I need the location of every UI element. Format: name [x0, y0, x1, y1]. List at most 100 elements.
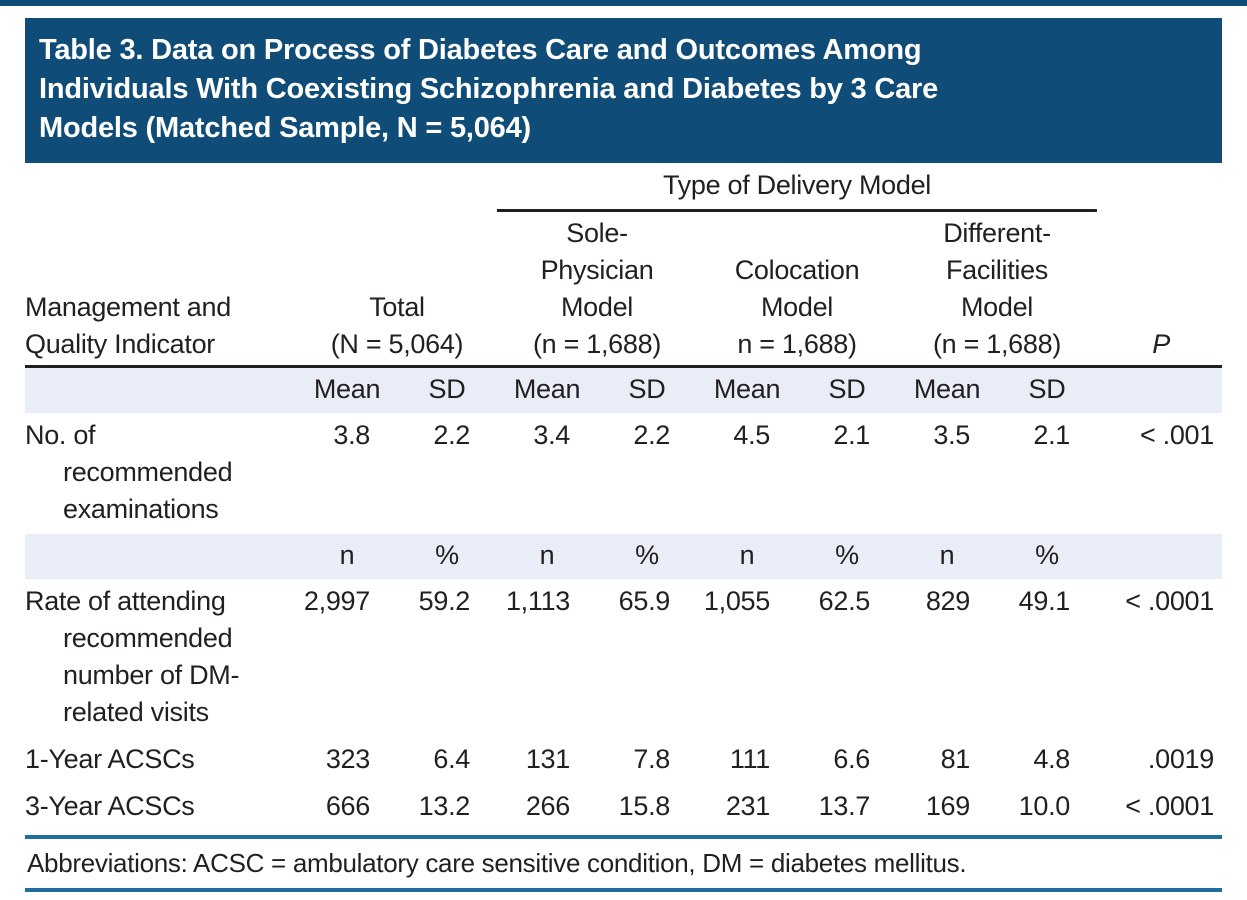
cell-p-value: < .0001: [1125, 791, 1214, 821]
row-label-line: recommended: [63, 457, 233, 487]
cell-value: 13.7: [818, 791, 871, 821]
cell-value: 3.8: [333, 420, 370, 450]
cell-value: 2.1: [833, 420, 870, 450]
footnote-top-rule: [25, 835, 1222, 839]
cell-value: 323: [325, 744, 370, 774]
cell-value: 81: [940, 744, 971, 774]
cell-value: 59.2: [418, 586, 471, 616]
cell-value: 49.1: [1018, 586, 1071, 616]
row-label-line: examinations: [63, 494, 219, 524]
cell-value: 62.5: [818, 586, 871, 616]
column-group-spanner: Type of Delivery Model: [497, 168, 1097, 212]
row-label-line: related visits: [63, 697, 209, 727]
top-accent-bar: [0, 0, 1247, 6]
stat-header: Mean: [913, 374, 981, 404]
header-rule: [25, 365, 1222, 368]
stat-header: SD: [1028, 374, 1066, 404]
header-line: Physician: [540, 255, 654, 285]
stat-header-row-mean-sd: Mean SD Mean SD Mean SD Mean SD: [25, 368, 1222, 413]
stat-header: SD: [628, 374, 666, 404]
cell-value: 169: [925, 791, 970, 821]
stat-header: SD: [828, 374, 866, 404]
cell-value: 2,997: [303, 586, 370, 616]
stat-header: %: [435, 540, 459, 570]
stub-header-line: Quality Indicator: [25, 329, 215, 359]
empty-cell: [25, 537, 297, 574]
cell-value: 3.4: [533, 420, 570, 450]
cell-value: 131: [525, 744, 570, 774]
stat-header: n: [939, 540, 955, 570]
column-header-sole-physician: Sole- Physician Model (n = 1,688): [497, 215, 697, 363]
stat-header: %: [1035, 540, 1059, 570]
column-header-row: Management and Quality Indicator Total (…: [25, 212, 1222, 365]
stat-header-row-n-pct: n % n % n % n %: [25, 534, 1222, 579]
column-header-different-facilities: Different- Facilities Model (n = 1,688): [897, 215, 1097, 363]
footnote-bottom-rule: [25, 888, 1222, 892]
cell-value: 1,113: [505, 586, 570, 616]
cell-value: 10.0: [1018, 791, 1071, 821]
stat-header: n: [539, 540, 555, 570]
stat-header: %: [835, 540, 859, 570]
abbreviations-footnote: Abbreviations: ACSC = ambulatory care se…: [27, 848, 967, 878]
header-line: Total: [369, 292, 425, 322]
stat-header: %: [635, 540, 659, 570]
column-header-p: P: [1152, 329, 1170, 359]
header-line: Sole-: [566, 218, 628, 248]
cell-value: 1,055: [703, 586, 770, 616]
spanner-row: Type of Delivery Model: [25, 168, 1222, 212]
cell-value: 2.2: [433, 420, 470, 450]
column-header-colocation: Colocation Model n = 1,688): [697, 252, 897, 363]
cell-value: 6.6: [833, 744, 870, 774]
table-row: 1-Year ACSCs 323 6.4 131 7.8 111 6.6 81 …: [25, 737, 1222, 784]
row-label-line: No. of: [25, 420, 96, 450]
stat-header: n: [339, 540, 355, 570]
column-header-total: Total (N = 5,064): [297, 289, 497, 363]
row-label-line: number of DM-: [63, 660, 240, 690]
header-line: (N = 5,064): [330, 329, 464, 359]
cell-value: 13.2: [418, 791, 471, 821]
cell-value: 15.8: [618, 791, 671, 821]
row-label-line: recommended: [63, 623, 233, 653]
cell-p-value: < .001: [1139, 420, 1214, 450]
stat-header: Mean: [313, 374, 381, 404]
cell-value: 6.4: [433, 744, 470, 774]
table-row: No. of recommended examinations 3.8 2.2 …: [25, 413, 1222, 534]
table-title: Table 3. Data on Process of Diabetes Car…: [25, 18, 1222, 163]
stat-header: Mean: [713, 374, 781, 404]
data-table: Type of Delivery Model Management and Qu…: [25, 168, 1222, 892]
cell-value: 7.8: [633, 744, 670, 774]
cell-value: 111: [729, 744, 770, 774]
stub-header: Management and Quality Indicator: [25, 289, 297, 363]
header-line: Model: [960, 292, 1034, 322]
header-line: Model: [560, 292, 634, 322]
cell-value: 65.9: [618, 586, 671, 616]
cell-value: 266: [525, 791, 570, 821]
empty-cell: [1097, 537, 1222, 574]
title-line-1: Table 3. Data on Process of Diabetes Car…: [39, 34, 922, 66]
row-label: 1-Year ACSCs: [25, 741, 297, 778]
row-label: No. of recommended examinations: [25, 417, 297, 528]
title-line-3: Models (Matched Sample, N = 5,064): [39, 112, 531, 144]
cell-p-value: < .0001: [1125, 586, 1214, 616]
header-line: n = 1,688): [737, 329, 857, 359]
header-line: Different-: [943, 218, 1051, 248]
header-line: Colocation: [734, 255, 860, 285]
row-label: Rate of attending recommended number of …: [25, 583, 297, 731]
stat-header: SD: [428, 374, 466, 404]
header-line: Facilities: [945, 255, 1049, 285]
stat-header: Mean: [513, 374, 581, 404]
cell-value: 4.5: [733, 420, 770, 450]
row-label-line: Rate of attending: [25, 586, 226, 616]
title-line-2: Individuals With Coexisting Schizophreni…: [39, 73, 939, 105]
empty-cell: [25, 371, 297, 408]
cell-value: 2.1: [1033, 420, 1070, 450]
cell-value: 2.2: [633, 420, 670, 450]
header-line: (n = 1,688): [932, 329, 1062, 359]
cell-value: 666: [325, 791, 370, 821]
cell-value: 4.8: [1033, 744, 1070, 774]
table-row: 3-Year ACSCs 666 13.2 266 15.8 231 13.7 …: [25, 784, 1222, 831]
header-line: (n = 1,688): [532, 329, 662, 359]
row-label-line: 3-Year ACSCs: [25, 791, 195, 821]
cell-value: 829: [925, 586, 970, 616]
